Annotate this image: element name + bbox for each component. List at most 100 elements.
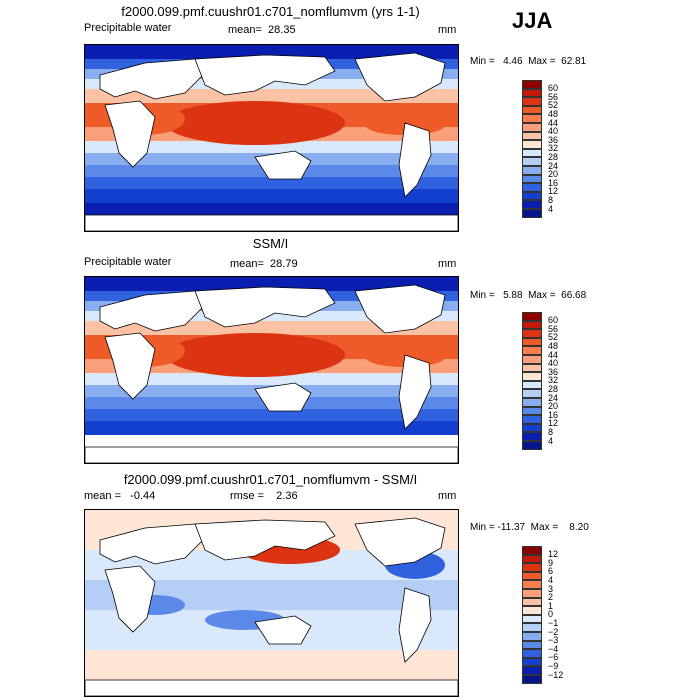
- continent: [354, 517, 446, 567]
- colorbar-swatch: [522, 140, 542, 149]
- colorbar-swatch: [522, 191, 542, 201]
- colorbar-tick-label: 32: [548, 375, 559, 386]
- colorbar-swatch: [522, 183, 542, 192]
- colorbar-swatch: [522, 346, 542, 355]
- field-band: [85, 141, 458, 153]
- colorbar-swatch: [522, 675, 542, 684]
- colorbar-tick-label: 24: [548, 160, 559, 171]
- continent: [85, 679, 458, 696]
- colorbar-swatch: [522, 580, 542, 589]
- colorbar-tick-label: 56: [548, 323, 559, 334]
- colorbar-swatch: [522, 88, 542, 98]
- colorbar-swatch: [522, 415, 542, 424]
- colorbar-tick-label: 60: [548, 83, 559, 94]
- colorbar-swatch: [522, 174, 542, 184]
- colorbar-swatch: [522, 320, 542, 330]
- continent: [254, 150, 312, 180]
- colorbar-tick-label: 60: [548, 315, 559, 326]
- left-label: Precipitable water: [84, 256, 172, 268]
- colorbar-swatch: [522, 105, 542, 115]
- colorbar-tick-label: 12: [548, 418, 559, 429]
- continent: [254, 382, 312, 412]
- colorbar-swatch: [522, 589, 542, 598]
- colorbar-tick-label: −1: [548, 617, 559, 628]
- colorbar-tick-label: 32: [548, 143, 559, 154]
- colorbar-swatch: [522, 640, 542, 650]
- colorbar-swatch: [522, 398, 542, 407]
- continent: [194, 519, 336, 561]
- colorbar-swatch: [522, 131, 542, 141]
- warm-pool: [165, 333, 345, 377]
- colorbar-swatch: [522, 363, 542, 373]
- field-band: [85, 277, 458, 291]
- continent-outlines: [85, 517, 458, 696]
- continent: [85, 446, 458, 463]
- colorbar-swatch: [522, 329, 542, 338]
- colorbar-tick-label: 36: [548, 134, 559, 145]
- field-band: [85, 311, 458, 321]
- colorbar-swatch: [522, 406, 542, 416]
- colorbar-swatch: [522, 337, 542, 347]
- colorbar-tick-label: 4: [548, 203, 554, 214]
- colorbar-swatch: [522, 209, 542, 218]
- panel-title: SSM/I: [252, 236, 289, 251]
- colorbar-tick-label: 48: [548, 340, 559, 351]
- colorbar-swatch: [522, 441, 542, 450]
- continent: [254, 615, 312, 645]
- field-band: [85, 189, 458, 203]
- continent: [85, 214, 458, 231]
- colorbar-swatch: [522, 389, 542, 398]
- colorbar-swatch: [522, 114, 542, 123]
- colorbar-swatch: [522, 123, 542, 132]
- precip-field-map: [85, 277, 458, 463]
- colorbar-tick-label: 4: [548, 574, 554, 585]
- colorbar-tick-label: 56: [548, 91, 559, 102]
- continent: [354, 52, 446, 102]
- mean-label: mean = -0.44: [84, 490, 156, 502]
- season-label: JJA: [512, 8, 553, 33]
- colorbar-tick-label: 1: [548, 600, 554, 611]
- rmse-label: rmse = 2.36: [230, 490, 298, 502]
- min-max-label: Min = 5.88 Max = 66.68: [470, 290, 587, 301]
- continent: [104, 565, 156, 633]
- continent: [398, 354, 432, 430]
- colorbar-tick-label: 36: [548, 366, 559, 377]
- warm-pool: [165, 101, 345, 145]
- colorbar-swatch: [522, 597, 542, 607]
- colorbar-tick-label: −12: [548, 669, 564, 680]
- continent: [104, 100, 156, 168]
- colorbar-swatch: [522, 312, 542, 321]
- colorbar-swatch: [522, 97, 542, 106]
- colorbar-swatch: [522, 157, 542, 166]
- colorbar-swatch: [522, 148, 542, 158]
- continent: [99, 58, 206, 100]
- field-band: [85, 373, 458, 385]
- difference-field-map: [85, 510, 458, 696]
- colorbar-tick-label: 8: [548, 426, 554, 437]
- colorbar-tick-label: 16: [548, 409, 559, 420]
- colorbar-tick-label: 8: [548, 194, 554, 205]
- colorbar-swatch: [522, 666, 542, 675]
- colorbar-swatch: [522, 571, 542, 581]
- colorbar-tick-label: 4: [548, 435, 554, 446]
- continent-outlines: [85, 284, 458, 463]
- colorbar-tick-label: −2: [548, 626, 559, 637]
- map-plot: [84, 276, 459, 464]
- colorbar-swatch: [522, 606, 542, 615]
- colorbar-tick-label: 6: [548, 566, 554, 577]
- field-band: [85, 79, 458, 89]
- colorbar-tick-label: 16: [548, 177, 559, 188]
- continent: [398, 587, 432, 663]
- colorbar-swatch: [522, 432, 542, 441]
- colorbar-tick-label: 2: [548, 592, 554, 603]
- continent: [398, 122, 432, 198]
- colorbar-swatch: [522, 372, 542, 381]
- colorbar-tick-label: 12: [548, 186, 559, 197]
- colorbar-tick-label: −9: [548, 660, 559, 671]
- map-plot: [84, 509, 459, 697]
- colorbar-tick-label: 28: [548, 151, 559, 162]
- colorbar-tick-label: 52: [548, 100, 559, 111]
- colorbar-tick-label: 44: [548, 117, 559, 128]
- precip-field-map: [85, 45, 458, 231]
- colorbar-swatch: [522, 657, 542, 667]
